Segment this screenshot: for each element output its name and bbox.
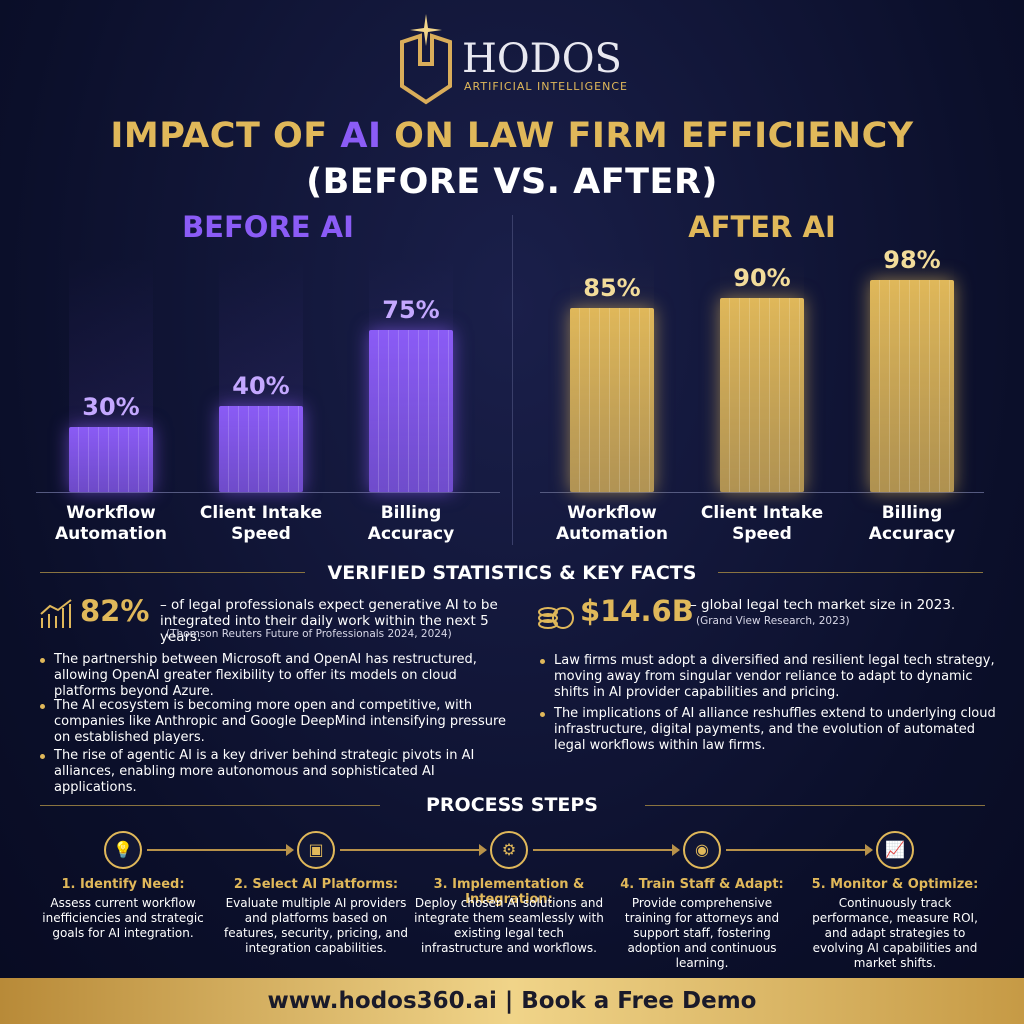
divider	[512, 215, 513, 545]
value-label: 90%	[733, 263, 791, 292]
stat-figure: 82%	[80, 594, 150, 628]
chart-icon	[40, 599, 72, 628]
arrow	[147, 849, 292, 851]
bar	[720, 297, 804, 492]
bar	[369, 330, 453, 492]
rule	[718, 572, 983, 573]
arrow-head	[672, 844, 680, 856]
arrow-head	[286, 844, 294, 856]
category-label: Billing Accuracy	[367, 503, 455, 544]
bullet: Law firms must adopt a diversified and r…	[540, 653, 1010, 701]
category-label: Workflow Automation	[556, 503, 668, 544]
step-icon: 📈	[876, 831, 914, 869]
value-label: 98%	[883, 246, 941, 275]
arrow	[340, 849, 485, 851]
step-text: Deploy chosen AI solutions and integrate…	[414, 896, 604, 955]
step-text: Evaluate multiple AI providers and platf…	[224, 896, 408, 955]
step-text: Assess current workflow inefficiencies a…	[42, 896, 204, 940]
stat-figure: $14.6B	[580, 594, 694, 628]
bar	[219, 405, 303, 492]
step-title: 1. Identify Need:	[61, 877, 185, 892]
title-part: ON LAW FIRM EFFICIENCY	[381, 116, 914, 156]
value-label: 75%	[382, 296, 440, 324]
rule	[645, 805, 985, 806]
stat-text: – global legal tech market size in 2023.	[690, 597, 956, 613]
rule	[40, 572, 305, 573]
step-title: 5. Monitor & Optimize:	[811, 877, 979, 892]
footer: www.hodos360.ai | Book a Free Demo	[0, 978, 1024, 1024]
step-title: 3. Implementation & Integration:	[433, 877, 585, 907]
bar	[870, 280, 954, 492]
footer-url[interactable]: www.hodos360.ai	[267, 988, 497, 1014]
title: IMPACT OF AI ON LAW FIRM EFFICIENCY	[0, 116, 1024, 156]
section-title: PROCESS STEPS	[426, 794, 598, 816]
value-label: 85%	[583, 274, 641, 303]
tagline: ARTIFICIAL INTELLIGENCE	[464, 80, 628, 93]
category-label: Workflow Automation	[55, 503, 167, 544]
coins-icon	[538, 607, 574, 629]
stat-source: (Thomson Reuters Future of Professionals…	[166, 628, 452, 640]
bullet: The AI ecosystem is becoming more open a…	[40, 698, 510, 746]
stat-text: – of legal professionals expect generati…	[160, 597, 498, 645]
category-label: Client Intake Speed	[199, 503, 323, 544]
value-label: 30%	[82, 393, 140, 422]
step-icon: 💡	[104, 831, 142, 869]
section-title: VERIFIED STATISTICS & KEY FACTS	[327, 562, 697, 584]
bullet: The partnership between Microsoft and Op…	[40, 652, 510, 700]
step-title: 4. Train Staff & Adapt:	[620, 877, 784, 892]
chart-title: AFTER AI	[688, 210, 836, 244]
chart-title: BEFORE AI	[182, 210, 354, 244]
category-label: Client Intake Speed	[700, 503, 824, 544]
value-label: 40%	[232, 371, 290, 400]
category-label: Billing Accuracy	[868, 503, 956, 544]
arrow	[533, 849, 678, 851]
step-icon: ◉	[683, 831, 721, 869]
bar	[570, 308, 654, 492]
brand: HODOS	[462, 36, 622, 82]
step-icon: ▣	[297, 831, 335, 869]
subtitle: (BEFORE VS. AFTER)	[306, 162, 718, 202]
step-title: 2. Select AI Platforms:	[233, 877, 399, 892]
bullet: The implications of AI alliance reshuffl…	[540, 706, 1010, 754]
baseline	[540, 492, 984, 493]
bullet: The rise of agentic AI is a key driver b…	[40, 748, 510, 796]
footer-cta[interactable]: | Book a Free Demo	[504, 988, 757, 1014]
arrow-head	[479, 844, 487, 856]
step-icon: ⚙	[490, 831, 528, 869]
logo-icon	[400, 14, 452, 105]
baseline	[36, 492, 500, 493]
step-text: Provide comprehensive training for attor…	[624, 896, 780, 970]
step-text: Continuously track performance, measure …	[812, 896, 978, 970]
arrow-head	[865, 844, 873, 856]
arrow	[726, 849, 871, 851]
stat-source: (Grand View Research, 2023)	[696, 615, 850, 627]
rule	[40, 805, 380, 806]
title-part: IMPACT OF	[110, 116, 341, 156]
title-part: AI	[340, 116, 382, 156]
bar	[69, 427, 153, 492]
